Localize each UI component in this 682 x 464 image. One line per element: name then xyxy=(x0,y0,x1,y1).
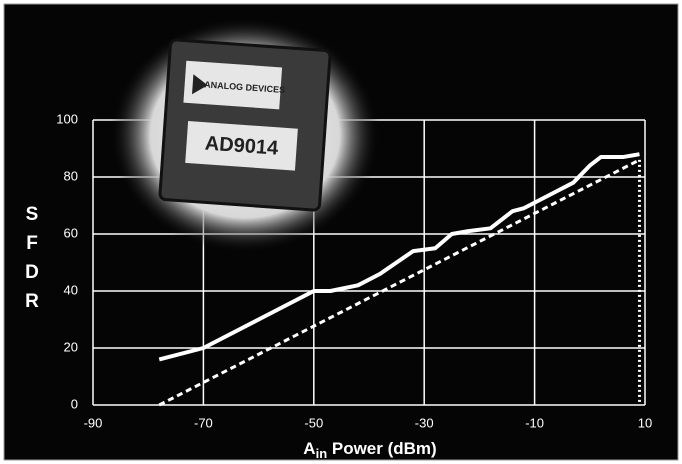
y-label-letter: F xyxy=(26,233,38,254)
y-label-letter: D xyxy=(25,262,39,283)
chip: ANALOG DEVICES AD9014 xyxy=(158,38,332,212)
x-label-base: A xyxy=(303,439,315,458)
x-tick-label: -70 xyxy=(194,415,213,430)
x-tick-label: -90 xyxy=(84,415,103,430)
x-tick-label: -10 xyxy=(525,415,544,430)
y-tick-label: 100 xyxy=(56,111,78,126)
y-tick-label: 0 xyxy=(71,396,78,411)
x-tick-label: -50 xyxy=(304,415,323,430)
x-tick-label: -30 xyxy=(415,415,434,430)
logo xyxy=(192,74,208,95)
x-axis-label: Ain Power (dBm) xyxy=(303,439,436,461)
y-label-letter: S xyxy=(26,204,39,225)
y-label-letter: R xyxy=(25,291,39,312)
y-tick-label: 60 xyxy=(64,225,78,240)
y-tick-label: 40 xyxy=(64,282,78,297)
lines xyxy=(158,152,641,407)
x-tick-label: 10 xyxy=(638,415,652,430)
chip-label xyxy=(185,121,298,171)
x-label-rest: Power (dBm) xyxy=(327,439,437,458)
x-label-subscript: in xyxy=(316,446,328,461)
y-tick-label: 20 xyxy=(64,339,78,354)
chip-label xyxy=(183,60,283,110)
series-line xyxy=(158,152,640,362)
y-tick-label: 80 xyxy=(64,168,78,183)
chip-photo: ANALOG DEVICES AD9014 xyxy=(110,17,380,253)
part-number: AD9014 xyxy=(204,133,280,160)
